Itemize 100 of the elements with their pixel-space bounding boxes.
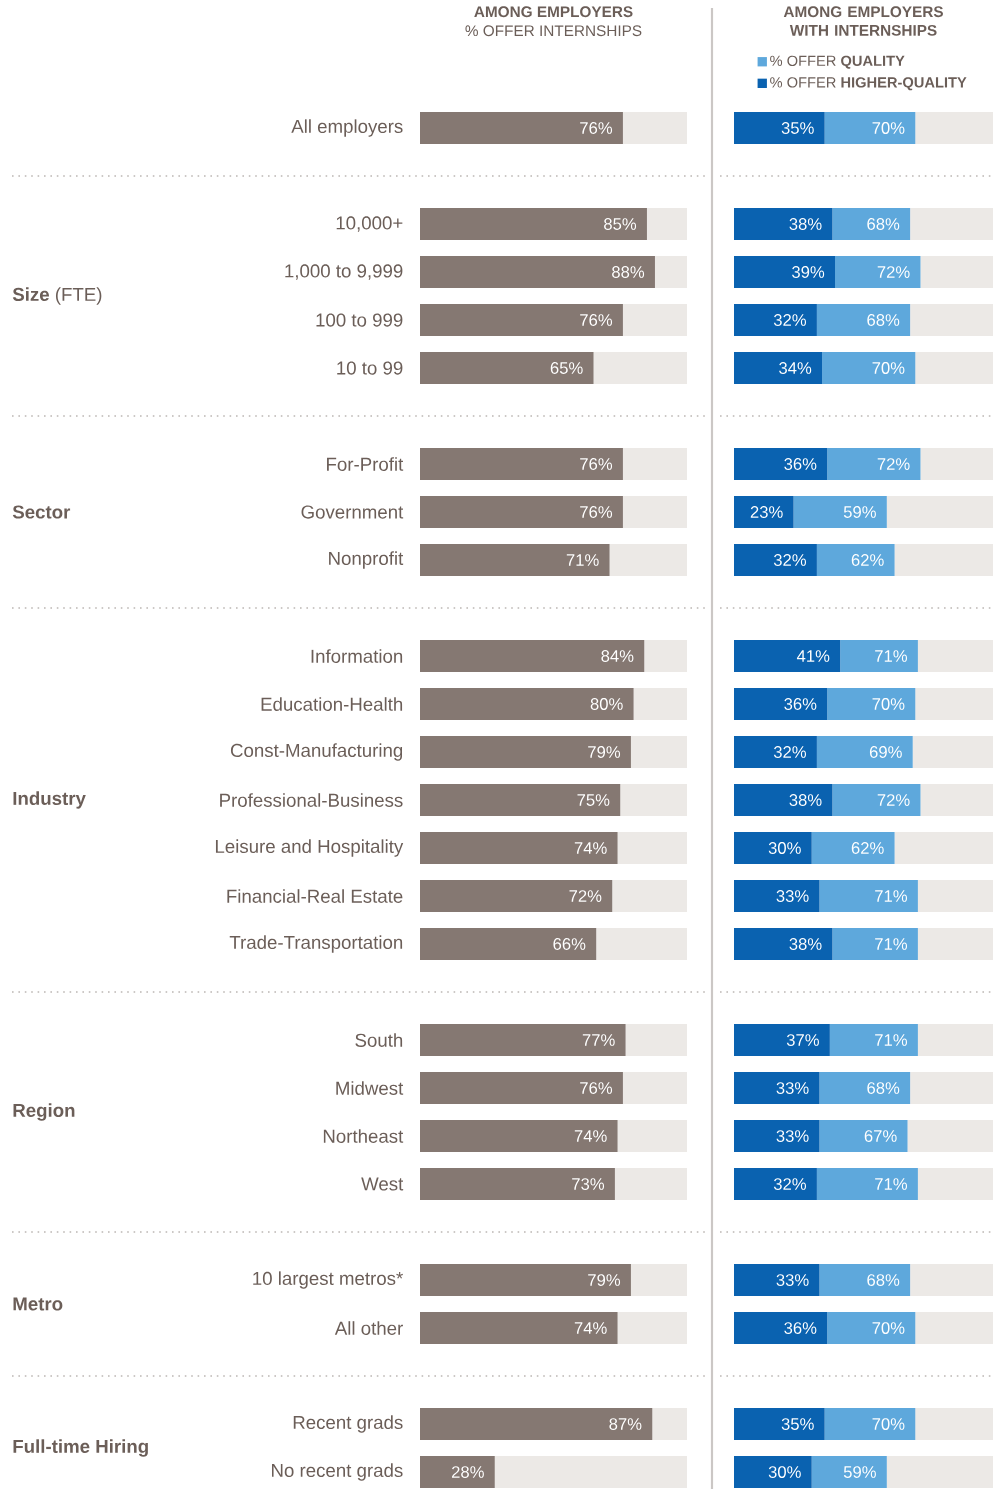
data-label: 66% [553, 938, 586, 950]
data-label: 41% [796, 650, 830, 662]
annotation: 62% [851, 842, 884, 854]
bar [420, 256, 655, 289]
data-label: 35% [781, 1418, 814, 1430]
text: Size (FTE) [12, 287, 102, 305]
bar [596, 928, 687, 961]
bar [420, 1264, 631, 1297]
bar [734, 640, 841, 673]
annotation: 70% [872, 698, 905, 710]
y-tick-label: Recent grads [293, 1415, 403, 1433]
data-label: 80% [590, 698, 623, 710]
annotation: 72% [877, 794, 910, 806]
bar [734, 736, 817, 769]
data-label: 28% [451, 1466, 484, 1478]
data-label: 76% [580, 458, 613, 470]
data-label: 33% [776, 1274, 809, 1286]
y-tick-label: Nonprofit [329, 551, 404, 569]
bar [617, 832, 687, 865]
bar [734, 352, 823, 385]
annotation: 59% [843, 1466, 876, 1478]
data-label: 30% [768, 1466, 801, 1478]
data-label: 38% [789, 218, 822, 230]
y-tick-label: West [361, 1177, 404, 1191]
bar [734, 832, 812, 865]
bar [734, 928, 833, 961]
chart-title: AMONG EMPLOYERS [474, 6, 633, 18]
bar [420, 736, 631, 769]
text: Region [13, 1103, 75, 1121]
bar [609, 544, 687, 577]
data-label: 76% [580, 506, 613, 518]
bar [917, 1024, 993, 1057]
data-label: 33% [776, 1082, 809, 1094]
bar [593, 352, 687, 385]
y-tick-label: Const-Manufacturing [230, 743, 403, 761]
bar [420, 640, 645, 673]
annotation: 70% [872, 362, 905, 374]
data-label: 76% [580, 122, 613, 134]
data-label: 30% [768, 842, 801, 854]
bar [907, 1120, 993, 1153]
bar [912, 736, 993, 769]
data-label: 32% [773, 746, 807, 758]
bar [420, 832, 618, 865]
bar [734, 544, 817, 577]
legend-label: % OFFER HIGHER-QUALITY [770, 77, 967, 91]
bar [420, 784, 621, 817]
bar [920, 256, 993, 289]
annotation: 72% [877, 266, 910, 278]
bar [612, 880, 687, 913]
data-label: 34% [779, 362, 812, 374]
data-label: 32% [773, 554, 807, 566]
bar [734, 1072, 820, 1105]
bar [917, 880, 993, 913]
bar [734, 1264, 820, 1297]
annotation: 59% [843, 506, 876, 518]
chart-title: AMONG EMPLOYERS WITH INTERNSHIPS [783, 6, 943, 36]
bar [646, 208, 687, 241]
text: Sector [12, 505, 71, 519]
y-tick-label: Financial-Real Estate [227, 889, 403, 903]
data-label: 76% [580, 1082, 613, 1094]
annotation: 69% [869, 746, 902, 758]
bar [420, 1408, 653, 1441]
bar [917, 1168, 993, 1201]
bar [894, 544, 993, 577]
data-label: 74% [574, 842, 607, 854]
bar [827, 1312, 916, 1345]
bar [420, 448, 623, 481]
annotation: 70% [872, 122, 905, 134]
y-tick-label: Education-Health [261, 697, 403, 711]
annotation: 68% [867, 218, 900, 230]
annotation: 68% [867, 1082, 900, 1094]
bar [822, 352, 916, 385]
bar [734, 1312, 828, 1345]
bar [654, 256, 687, 289]
bar [819, 880, 918, 913]
bar [915, 1312, 993, 1345]
bar [824, 112, 916, 145]
data-label: 73% [572, 1178, 605, 1190]
bar [420, 880, 613, 913]
bar [420, 1120, 618, 1153]
bar [917, 640, 993, 673]
bar [420, 208, 647, 241]
bar [622, 112, 687, 145]
bar [824, 1408, 916, 1441]
annotation: 71% [875, 1178, 908, 1190]
data-label: 74% [574, 1322, 607, 1334]
legend-label: % OFFER QUALITY [770, 55, 905, 69]
bar [630, 1264, 687, 1297]
bar [793, 496, 887, 529]
bar [420, 496, 623, 529]
bar [827, 448, 921, 481]
data-label: 36% [784, 1322, 817, 1334]
text: Industry [13, 791, 86, 809]
data-label: 65% [550, 362, 583, 374]
bar [915, 352, 993, 385]
data-label: 87% [609, 1418, 642, 1430]
bar [622, 1072, 687, 1105]
y-tick-label: Midwest [336, 1081, 404, 1095]
bar [832, 208, 911, 241]
bar [811, 832, 895, 865]
